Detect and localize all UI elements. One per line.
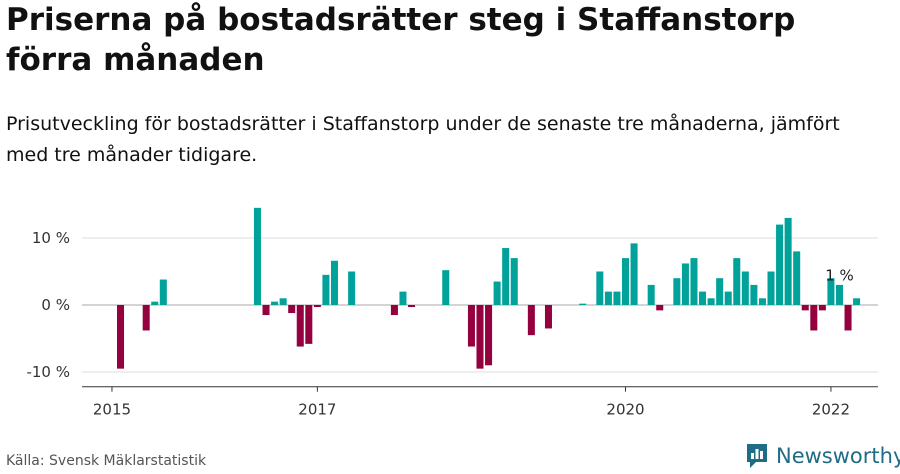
bar [630, 243, 638, 305]
bar [253, 207, 261, 305]
bar [288, 305, 296, 314]
latest-value-label: 1 % [825, 267, 854, 285]
bar [733, 258, 741, 305]
bar [330, 260, 339, 305]
bar [442, 270, 450, 305]
bar [348, 271, 356, 305]
bar [579, 303, 587, 305]
bar [673, 278, 681, 305]
bar [159, 279, 167, 305]
bar [493, 281, 501, 305]
x-tick-label: 2020 [606, 401, 644, 419]
newsworthy-logo-icon [747, 444, 767, 468]
bar [776, 224, 784, 305]
bar [681, 263, 689, 305]
bar [117, 305, 125, 369]
chart-title: Priserna på bostadsrätter steg i Staffan… [6, 2, 796, 78]
source-note: Källa: Svensk Mäklarstatistik [6, 453, 207, 469]
bar [544, 305, 552, 329]
bar [322, 274, 330, 305]
y-tick-label: -10 % [26, 363, 70, 381]
bar [502, 248, 510, 305]
bar [724, 291, 732, 305]
bar [647, 284, 655, 305]
bar [741, 271, 749, 305]
x-axis [82, 386, 878, 392]
x-tick-label: 2015 [93, 401, 131, 419]
y-tick-label: 10 % [32, 229, 70, 247]
newsworthy-wordmark: Newsworthy [776, 444, 900, 468]
bar [142, 305, 150, 331]
bar [596, 271, 604, 305]
bar [707, 298, 715, 305]
bar [279, 298, 287, 305]
bar [613, 291, 621, 305]
newsworthy-logo: Newsworthy [745, 441, 900, 471]
bar [767, 271, 775, 305]
bar [467, 305, 475, 347]
bar [262, 305, 270, 316]
bar [810, 305, 818, 331]
bar [151, 301, 159, 305]
bar [527, 305, 535, 336]
bar [313, 305, 321, 308]
bar [408, 305, 416, 308]
labels: 10 % 0 % -10 % 2015 2017 2020 2022 1 % [26, 229, 853, 419]
bar [604, 291, 612, 305]
bar [793, 251, 801, 305]
bar [818, 305, 826, 311]
x-tick-label: 2022 [812, 401, 850, 419]
bar [690, 258, 698, 305]
bar [305, 305, 313, 344]
bar [399, 291, 407, 305]
bar [476, 305, 484, 369]
bar [844, 305, 852, 331]
bar [510, 258, 518, 305]
bar [827, 278, 835, 305]
bar [621, 258, 630, 305]
bar [699, 291, 707, 305]
chart-subtitle: Prisutveckling för bostadsrätter i Staff… [6, 113, 840, 166]
bar [716, 278, 724, 305]
bar [801, 305, 809, 311]
bar [784, 217, 792, 305]
bar [271, 301, 279, 305]
y-tick-label: 0 % [41, 296, 70, 314]
bar [853, 298, 861, 305]
x-tick-label: 2017 [298, 401, 336, 419]
bar [485, 305, 493, 366]
bars [117, 207, 861, 369]
bar [835, 284, 843, 305]
bar [296, 305, 304, 347]
bar [758, 298, 766, 305]
bar [750, 284, 758, 305]
bar [390, 305, 398, 316]
bar [656, 305, 664, 311]
